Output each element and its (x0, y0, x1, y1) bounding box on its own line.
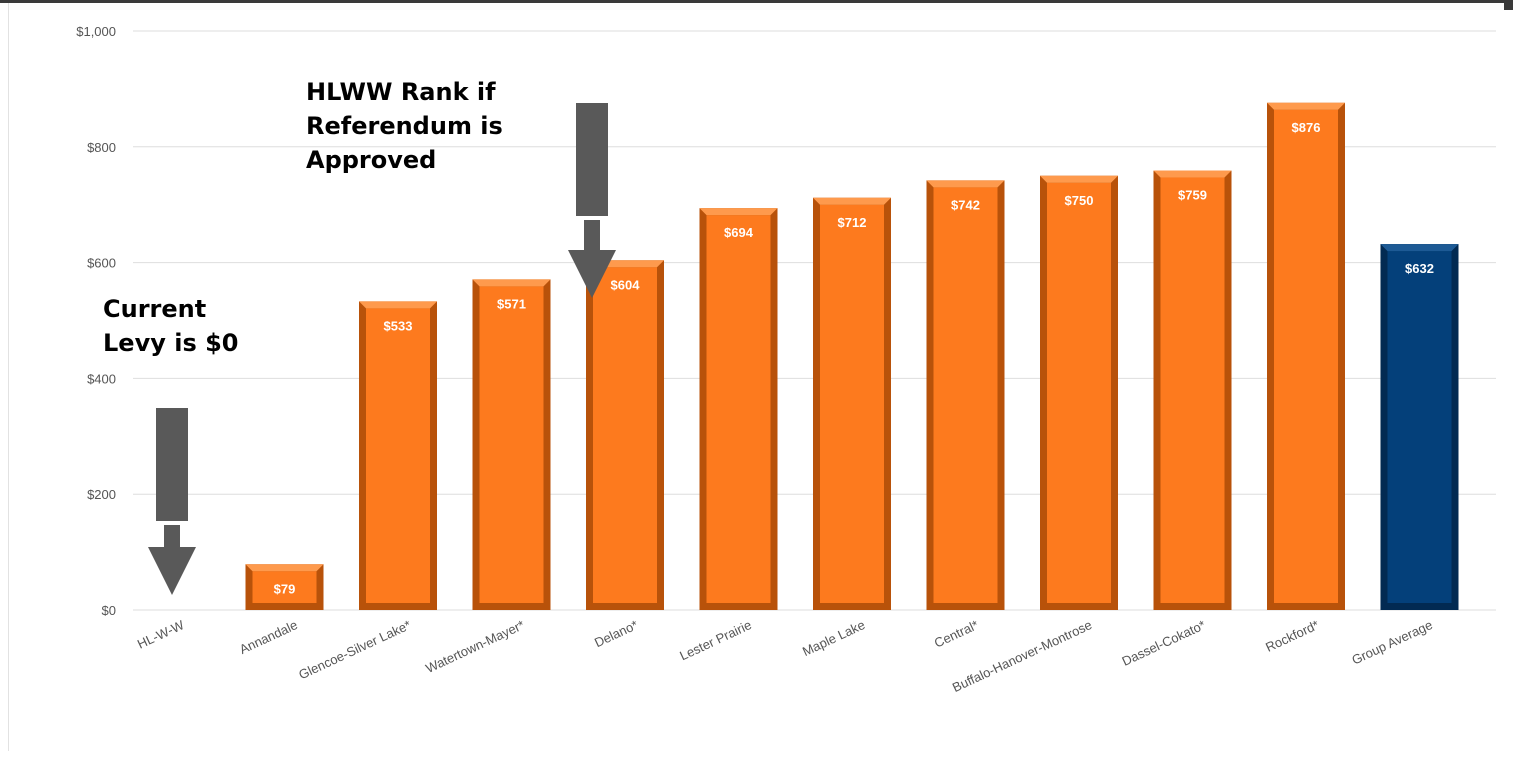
bar-value-label: $759 (1178, 188, 1207, 203)
y-tick-label: $0 (102, 603, 116, 618)
annotation-referendum-line-1: HLWW Rank if (306, 78, 496, 106)
bar (1267, 102, 1345, 611)
bar-value-labels: $79 $533 $571 $604 $694 $712 $742 $750 $759 $876 $… (274, 120, 1434, 596)
bar-face (933, 187, 998, 603)
bar-value-label: $694 (724, 225, 754, 240)
bar-value-label: $712 (838, 215, 867, 230)
bar (245, 564, 324, 610)
bar-value-label: $876 (1292, 120, 1321, 135)
bar (586, 260, 664, 610)
top-border (0, 0, 1513, 3)
bar-bevel-top (245, 564, 324, 572)
bar-face (820, 204, 884, 603)
bar-face (252, 571, 317, 603)
bar (1380, 244, 1459, 610)
bar (359, 301, 437, 610)
y-axis-tick-labels: $0 $200 $400 $600 $800 $1,000 (76, 24, 116, 618)
bar-face (1160, 177, 1225, 603)
x-category-label: Central* (932, 617, 981, 650)
annotation-current-line-2: Levy is $0 (103, 329, 239, 357)
bar-bevel-top (1153, 170, 1232, 178)
bar-value-label: $533 (384, 318, 413, 333)
bar-value-label: $604 (611, 277, 641, 292)
annotation-current-levy: Current Levy is $0 (103, 292, 238, 360)
bar (926, 180, 1005, 610)
x-category-label: Delano* (592, 617, 640, 650)
y-tick-label: $200 (87, 487, 116, 502)
x-category-label: Rockford* (1263, 617, 1321, 655)
annotation-arrows (148, 103, 616, 595)
bar-value-label: $571 (497, 296, 526, 311)
bar-bevel-top (813, 197, 891, 205)
bar (1040, 175, 1118, 610)
referendum-arrow-icon (568, 103, 616, 298)
annotation-current-line-1: Current (103, 295, 207, 323)
x-category-label: Watertown-Mayer* (423, 617, 526, 676)
x-category-label: Group Average (1349, 617, 1434, 667)
bar-face (706, 215, 771, 603)
bar-value-label: $632 (1405, 261, 1434, 276)
x-category-label: Annandale (237, 617, 300, 657)
bar-bevel-top (359, 301, 437, 309)
current-levy-arrow-icon (148, 408, 196, 595)
x-category-label: HL-W-W (135, 617, 187, 652)
bar-bevel-top (699, 208, 778, 216)
x-category-label: Maple Lake (800, 617, 867, 659)
bar-face (1274, 109, 1338, 604)
y-tick-label: $600 (87, 256, 116, 271)
annotation-referendum-line-3: Approved (306, 146, 437, 174)
bar-bevel-top (472, 279, 551, 287)
bar (472, 279, 551, 610)
x-category-label: Lester Prairie (677, 617, 753, 663)
left-border (8, 3, 9, 751)
y-tick-label: $1,000 (76, 24, 116, 39)
bar-bevel-top (926, 180, 1005, 188)
bar-face (366, 308, 430, 603)
bar (1153, 170, 1232, 610)
y-tick-label: $400 (87, 371, 116, 386)
bar-value-label: $79 (274, 581, 296, 596)
bar-face (479, 286, 544, 603)
bar (699, 208, 778, 610)
bars (245, 102, 1459, 611)
bar-face (1387, 251, 1452, 603)
top-border-cap (1504, 0, 1513, 10)
x-category-label: Dassel-Cokato* (1120, 617, 1208, 669)
x-category-label: Glencoe-Silver Lake* (296, 617, 413, 682)
bar-bevel-top (1267, 102, 1345, 110)
bar-bevel-top (1380, 244, 1459, 252)
bar-value-label: $742 (951, 197, 980, 212)
annotation-referendum: HLWW Rank if Referendum is Approved (306, 75, 503, 177)
bar-bevel-top (1040, 175, 1118, 183)
y-tick-label: $800 (87, 140, 116, 155)
annotation-referendum-line-2: Referendum is (306, 112, 503, 140)
bar (813, 197, 891, 610)
bar-face (593, 267, 657, 603)
bar-value-label: $750 (1065, 193, 1094, 208)
bar-face (1047, 182, 1111, 603)
